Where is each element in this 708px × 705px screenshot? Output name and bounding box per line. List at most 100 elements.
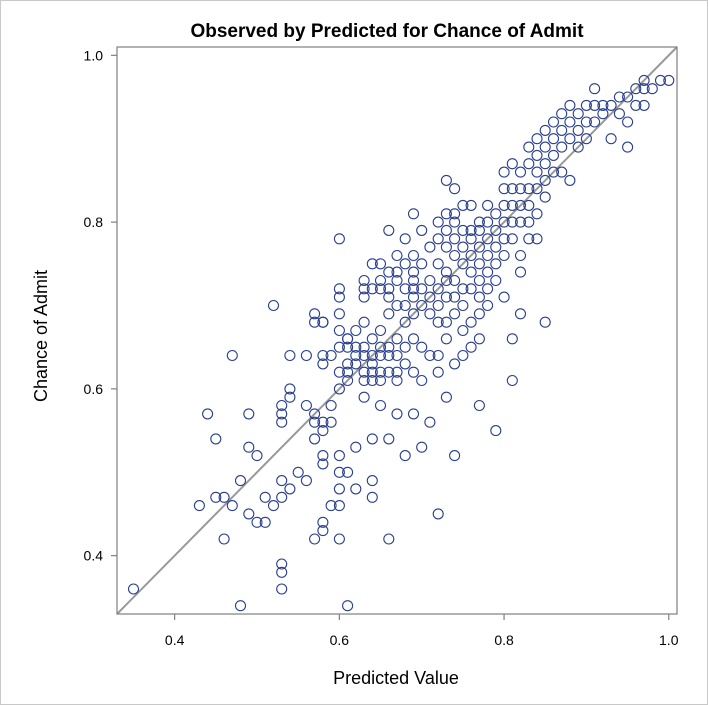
reference-line — [116, 46, 678, 615]
data-point — [218, 491, 230, 503]
data-point — [399, 233, 411, 245]
data-point — [654, 74, 667, 86]
data-point — [333, 483, 345, 495]
data-point — [432, 316, 444, 328]
data-point — [506, 233, 518, 245]
data-point — [506, 158, 518, 170]
data-point — [292, 466, 304, 478]
data-point — [342, 341, 354, 353]
y-tick-label: 0.8 — [84, 214, 104, 230]
data-point — [663, 74, 675, 86]
data-point — [449, 208, 461, 220]
data-point — [300, 475, 312, 487]
data-point — [391, 299, 403, 312]
data-point — [317, 450, 329, 462]
data-point — [374, 341, 387, 353]
plot-area — [116, 46, 678, 615]
data-point — [259, 516, 271, 528]
data-point — [226, 500, 238, 512]
data-point — [251, 516, 263, 528]
data-point — [465, 283, 477, 295]
data-point — [490, 425, 502, 437]
data-point — [490, 208, 502, 220]
data-point — [482, 199, 494, 211]
data-point — [432, 283, 444, 295]
data-point — [482, 233, 494, 245]
data-point — [564, 133, 576, 145]
data-point — [482, 283, 494, 295]
data-point — [374, 349, 387, 362]
data-point — [605, 99, 617, 111]
y-tick-label: 1.0 — [84, 47, 104, 63]
data-point — [333, 450, 345, 462]
data-point — [556, 108, 568, 120]
data-point — [531, 133, 543, 145]
data-point — [498, 166, 510, 178]
data-point — [473, 241, 485, 253]
data-point — [374, 399, 387, 412]
chart-title: Observed by Predicted for Chance of Admi… — [190, 21, 584, 42]
data-point — [333, 324, 345, 337]
data-point — [251, 450, 263, 462]
data-point — [638, 74, 650, 86]
data-point — [605, 133, 617, 145]
y-axis-label: Chance of Admit — [31, 270, 51, 402]
data-point — [333, 533, 345, 545]
data-point — [440, 174, 452, 186]
data-point — [416, 283, 428, 295]
data-point — [391, 266, 403, 278]
data-point — [358, 316, 370, 328]
data-point — [300, 349, 312, 362]
data-point — [309, 316, 321, 328]
data-point — [284, 349, 296, 362]
data-point — [432, 349, 444, 362]
data-point — [193, 500, 205, 512]
data-point — [374, 374, 387, 387]
data-point — [309, 416, 321, 428]
data-point — [333, 500, 345, 512]
data-point — [366, 258, 378, 270]
data-point — [366, 491, 378, 503]
data-point — [457, 241, 469, 253]
x-tick-label: 0.4 — [165, 632, 185, 648]
data-point — [547, 116, 560, 128]
data-point — [432, 258, 444, 270]
data-point — [276, 558, 288, 570]
data-point — [449, 358, 461, 370]
data-point — [523, 199, 535, 211]
data-point — [449, 249, 461, 262]
data-point — [539, 174, 551, 186]
data-point — [358, 349, 370, 362]
data-point — [638, 83, 650, 95]
data-point — [424, 291, 436, 303]
data-point — [309, 308, 321, 320]
data-point — [506, 333, 518, 345]
data-point — [407, 333, 420, 345]
data-point — [259, 491, 271, 503]
data-point — [383, 533, 395, 545]
data-point — [276, 583, 288, 595]
data-point — [506, 374, 518, 387]
data-point — [531, 183, 543, 195]
data-point — [531, 208, 543, 220]
data-point — [416, 441, 428, 453]
data-point — [333, 466, 345, 478]
data-point — [514, 308, 527, 320]
data-point — [457, 349, 469, 362]
data-point — [276, 566, 288, 578]
data-point — [358, 374, 370, 387]
data-point — [243, 441, 255, 453]
data-point — [317, 516, 329, 528]
data-point — [391, 374, 403, 387]
data-point — [589, 116, 601, 128]
data-point — [267, 500, 280, 512]
data-point — [358, 274, 370, 287]
data-point — [465, 224, 477, 236]
data-point — [317, 458, 329, 470]
data-point — [638, 99, 650, 111]
data-point — [383, 283, 395, 295]
data-point — [358, 341, 370, 353]
data-point — [366, 283, 378, 295]
data-point — [572, 124, 584, 136]
